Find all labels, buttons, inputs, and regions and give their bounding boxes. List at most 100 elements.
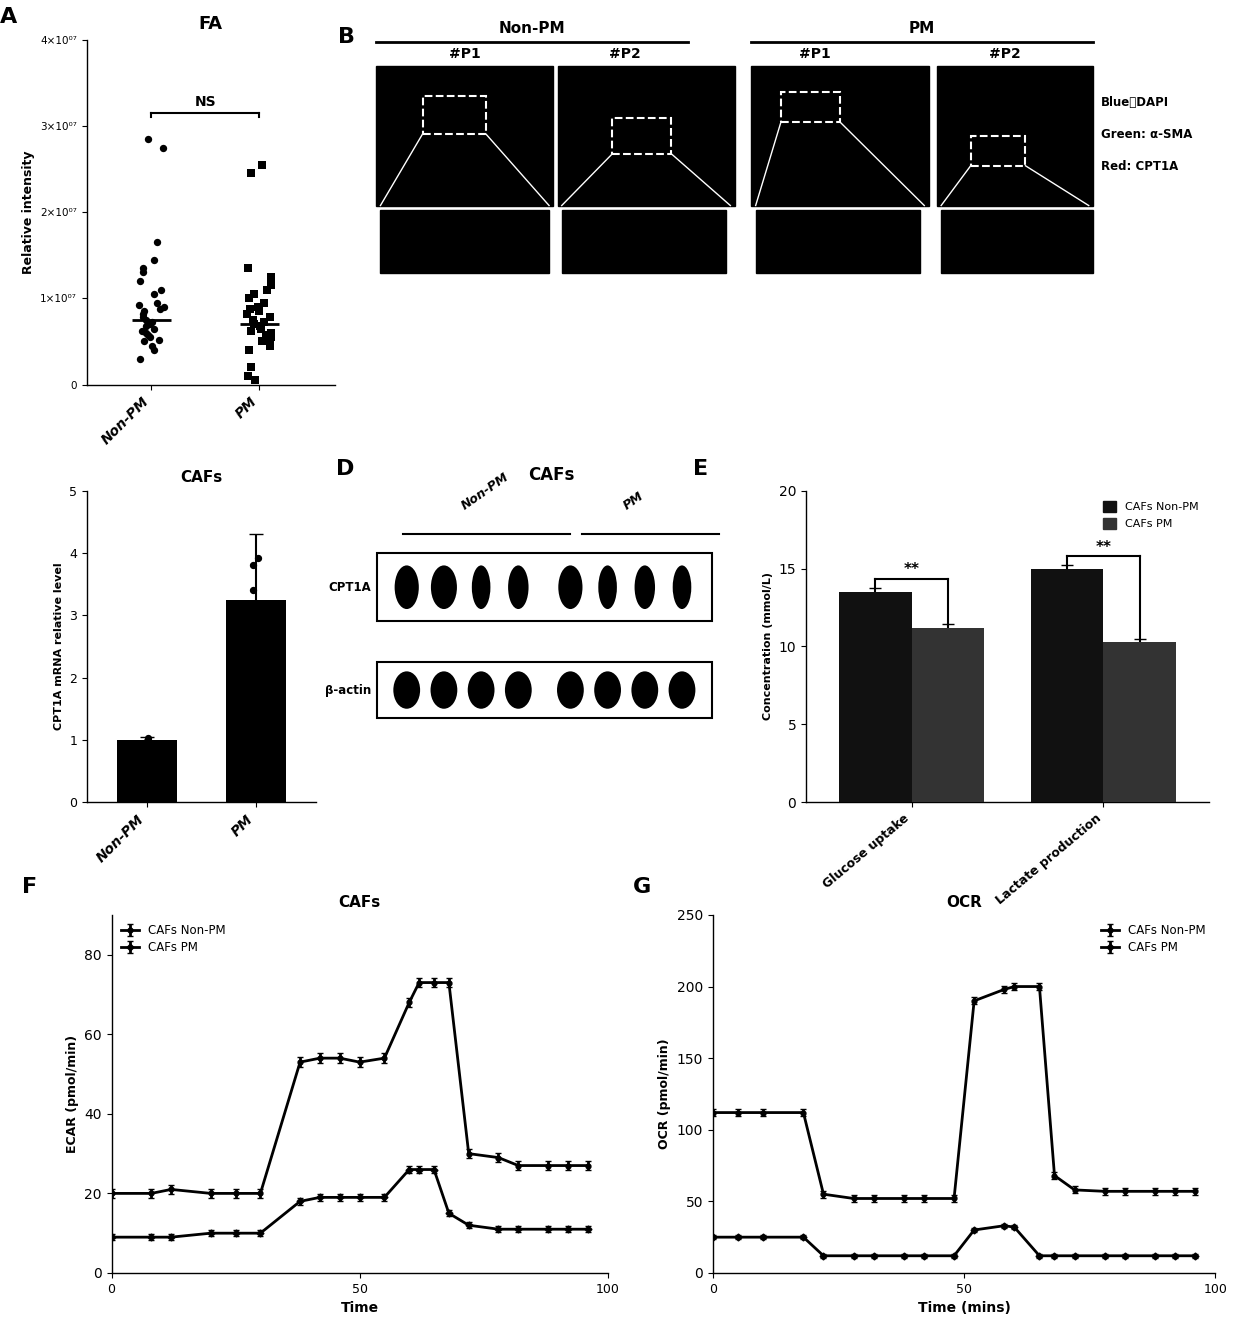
Bar [117, 740, 177, 802]
Bar [911, 627, 985, 802]
Ellipse shape [594, 671, 621, 708]
Point [252, 154, 272, 175]
Point [260, 267, 280, 288]
Bar [558, 66, 734, 206]
Point [239, 298, 259, 320]
Ellipse shape [635, 565, 655, 609]
Ellipse shape [631, 671, 658, 708]
Text: G: G [632, 878, 651, 898]
Bar [1030, 569, 1104, 802]
Point [241, 163, 260, 184]
Bar [781, 91, 839, 122]
Text: D: D [336, 459, 355, 479]
Bar [376, 66, 553, 206]
Legend: CAFs Non-PM, CAFs PM: CAFs Non-PM, CAFs PM [1099, 496, 1204, 533]
Point [244, 314, 264, 335]
Text: PM: PM [621, 489, 646, 512]
Title: CAFs: CAFs [339, 895, 381, 910]
Point [248, 548, 268, 569]
Point [238, 365, 258, 387]
Text: A: A [0, 7, 17, 27]
Legend: CAFs Non-PM, CAFs PM: CAFs Non-PM, CAFs PM [118, 920, 229, 957]
Point [238, 257, 258, 278]
Title: CAFs: CAFs [528, 465, 575, 484]
Point [243, 579, 263, 601]
Bar [755, 210, 920, 273]
Bar [613, 118, 671, 154]
Point [244, 284, 264, 305]
Text: β-actin: β-actin [325, 683, 371, 696]
X-axis label: Time: Time [341, 1301, 378, 1315]
Point [140, 314, 160, 335]
Point [243, 554, 263, 575]
Point [145, 318, 165, 339]
Point [248, 297, 268, 318]
Ellipse shape [668, 671, 696, 708]
Point [151, 278, 171, 300]
Point [140, 326, 160, 347]
Point [133, 321, 153, 342]
Text: CPT1A: CPT1A [329, 581, 371, 594]
Text: Blue：DAPI: Blue：DAPI [1101, 95, 1169, 109]
Text: #P1: #P1 [449, 48, 481, 61]
Text: PM: PM [909, 21, 935, 36]
Point [144, 284, 164, 305]
Point [259, 329, 279, 350]
Point [136, 316, 156, 337]
Y-axis label: Concentration (mmol/L): Concentration (mmol/L) [763, 573, 773, 720]
Point [242, 357, 262, 378]
Point [143, 312, 162, 333]
Point [138, 324, 157, 345]
Point [258, 278, 278, 300]
Point [262, 322, 281, 343]
Point [154, 297, 174, 318]
Point [244, 370, 264, 391]
Point [141, 335, 161, 357]
Point [134, 304, 154, 325]
Text: F: F [22, 878, 37, 898]
Ellipse shape [557, 671, 584, 708]
Text: E: E [693, 459, 708, 479]
Y-axis label: ECAR (pmol/min): ECAR (pmol/min) [66, 1034, 78, 1154]
Point [144, 339, 164, 361]
Y-axis label: CPT1A mRNA relative level: CPT1A mRNA relative level [53, 562, 63, 731]
Bar [971, 135, 1025, 166]
Ellipse shape [505, 671, 532, 708]
Point [133, 261, 153, 282]
Point [239, 339, 259, 361]
Bar [941, 210, 1092, 273]
Point [138, 728, 157, 749]
Point [260, 326, 280, 347]
Ellipse shape [467, 671, 495, 708]
Text: Red: CPT1A: Red: CPT1A [1101, 159, 1178, 172]
Point [262, 274, 281, 296]
Point [242, 321, 262, 342]
Title: FA: FA [198, 15, 223, 33]
Title: CAFs: CAFs [180, 471, 223, 485]
Point [239, 288, 259, 309]
Point [260, 306, 280, 328]
Point [134, 301, 154, 322]
Text: B: B [339, 27, 356, 46]
Point [149, 329, 169, 350]
Bar [381, 210, 549, 273]
Point [260, 335, 280, 357]
Legend: CAFs Non-PM, CAFs PM: CAFs Non-PM, CAFs PM [1097, 920, 1209, 957]
Text: #P1: #P1 [799, 48, 831, 61]
Point [148, 292, 167, 313]
Point [130, 271, 150, 292]
Point [154, 137, 174, 158]
Y-axis label: OCR (pmol/min): OCR (pmol/min) [658, 1038, 671, 1150]
Point [254, 312, 274, 333]
Text: #P2: #P2 [988, 48, 1021, 61]
Point [144, 249, 164, 271]
Text: NS: NS [195, 94, 216, 109]
Point [136, 309, 156, 330]
Point [139, 129, 159, 150]
Point [139, 731, 159, 752]
Ellipse shape [393, 671, 420, 708]
Point [249, 301, 269, 322]
Bar [937, 66, 1092, 206]
Point [129, 294, 149, 316]
Point [136, 731, 156, 752]
